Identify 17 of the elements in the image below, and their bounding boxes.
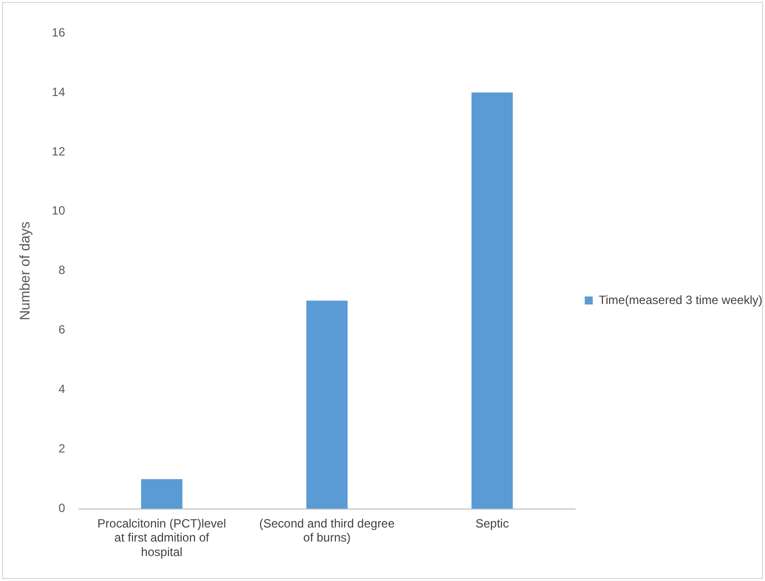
x-tick-label: Septic	[475, 516, 509, 530]
x-tick-label: (Second and third degree of burns)	[259, 516, 395, 545]
y-axis-title: Number of days	[16, 221, 32, 320]
y-tick-label: 8	[58, 263, 66, 278]
y-tick-label: 14	[52, 84, 66, 99]
x-tick-label: Procalcitonin (PCT)level at first admition of hospital	[97, 516, 226, 560]
bar	[306, 300, 348, 509]
bar	[141, 479, 182, 509]
y-tick-label: 4	[58, 382, 66, 396]
y-tick-label: 16	[52, 25, 66, 40]
y-tick-label: 2	[58, 442, 66, 456]
y-tick-label: 6	[58, 322, 66, 337]
y-tick-label: 0	[58, 501, 66, 516]
bar	[472, 92, 513, 509]
y-tick-label: 10	[52, 204, 66, 218]
legend-label: Time(measered 3 time weekly)	[598, 292, 762, 307]
y-tick-label: 12	[52, 144, 66, 158]
